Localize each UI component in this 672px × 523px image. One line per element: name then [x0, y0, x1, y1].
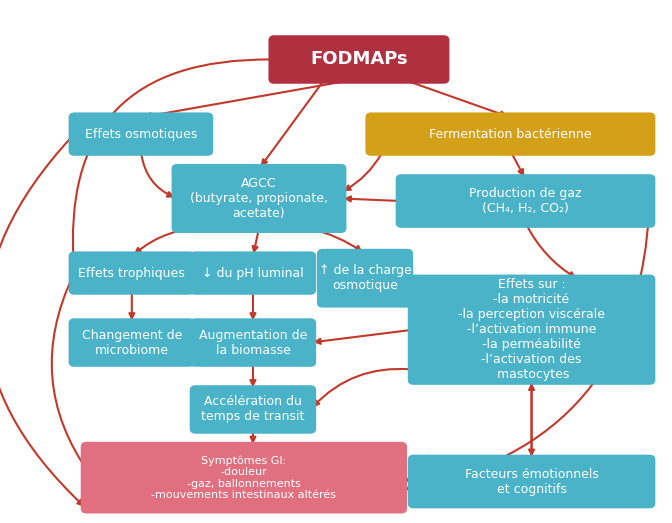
Text: Changement de
microbiome: Changement de microbiome	[81, 328, 182, 357]
Text: ↑ de la charge
osmotique: ↑ de la charge osmotique	[319, 264, 411, 292]
FancyBboxPatch shape	[396, 175, 655, 227]
FancyBboxPatch shape	[69, 113, 212, 155]
FancyBboxPatch shape	[269, 36, 449, 83]
Text: Effets trophiques: Effets trophiques	[79, 267, 185, 280]
FancyBboxPatch shape	[318, 249, 412, 307]
Text: FODMAPs: FODMAPs	[310, 51, 408, 69]
FancyBboxPatch shape	[409, 276, 655, 384]
FancyBboxPatch shape	[366, 113, 655, 155]
Text: Effets sur :
-la motricité
-la perception viscérale
-l’activation immune
-la per: Effets sur : -la motricité -la perceptio…	[458, 278, 605, 381]
Text: ↓ du pH luminal: ↓ du pH luminal	[202, 267, 304, 280]
Text: Facteurs émotionnels
et cognitifs: Facteurs émotionnels et cognitifs	[464, 468, 599, 495]
FancyBboxPatch shape	[191, 386, 315, 433]
FancyBboxPatch shape	[191, 252, 315, 294]
Text: Symptômes GI:
-douleur
-gaz, ballonnements
-mouvements intestinaux altérés: Symptômes GI: -douleur -gaz, ballonnemen…	[151, 455, 337, 501]
Text: Effets osmotiques: Effets osmotiques	[85, 128, 197, 141]
Text: Production de gaz
(CH₄, H₂, CO₂): Production de gaz (CH₄, H₂, CO₂)	[469, 187, 582, 215]
Text: Fermentation bactérienne: Fermentation bactérienne	[429, 128, 591, 141]
Text: Augmentation de
la biomasse: Augmentation de la biomasse	[199, 328, 307, 357]
FancyBboxPatch shape	[81, 442, 406, 513]
Text: Accélération du
temps de transit: Accélération du temps de transit	[201, 395, 304, 424]
FancyBboxPatch shape	[173, 165, 345, 232]
FancyBboxPatch shape	[69, 319, 194, 366]
FancyBboxPatch shape	[69, 252, 194, 294]
FancyBboxPatch shape	[409, 456, 655, 507]
FancyBboxPatch shape	[191, 319, 315, 366]
Text: AGCC
(butyrate, propionate,
acetate): AGCC (butyrate, propionate, acetate)	[190, 177, 328, 220]
